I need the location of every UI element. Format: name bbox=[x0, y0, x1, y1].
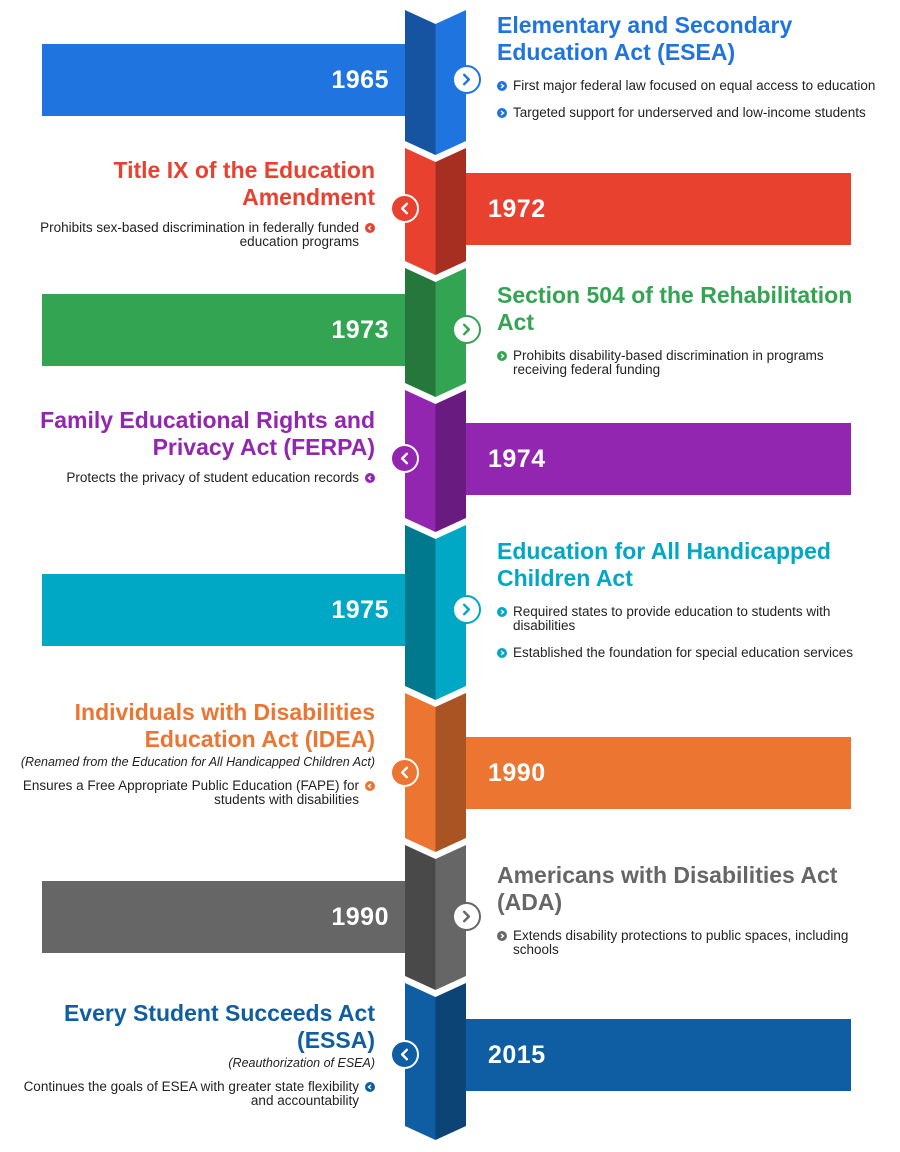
bullet-chevron-icon bbox=[365, 781, 375, 791]
bullet-text: Targeted support for underserved and low… bbox=[513, 105, 866, 120]
year-label: 1990 bbox=[488, 758, 546, 787]
bullet-text: First major federal law focused on equal… bbox=[513, 78, 876, 93]
spine-segment bbox=[405, 390, 466, 532]
year-band: 2015 bbox=[466, 1019, 851, 1091]
year-band: 1965 bbox=[42, 44, 405, 116]
bullet-item: First major federal law focused on equal… bbox=[497, 79, 877, 93]
year-band: 1974 bbox=[466, 423, 851, 495]
year-label: 1973 bbox=[331, 315, 389, 344]
bullet-item: Ensures a Free Appropriate Public Educat… bbox=[15, 779, 375, 807]
year-band: 1972 bbox=[466, 173, 851, 245]
bullet-text: Prohibits sex-based discrimination in fe… bbox=[40, 220, 359, 249]
event-description: Education for All Handicapped Children A… bbox=[497, 538, 877, 660]
event-title: Section 504 of the Rehabilitation Act bbox=[497, 282, 853, 335]
bullet-chevron-icon bbox=[497, 648, 507, 658]
event-description: Every Student Succeeds Act (ESSA) (Reauth… bbox=[15, 1000, 375, 1108]
event-title: Family Educational Rights and Privacy Ac… bbox=[40, 407, 375, 460]
spine-segment bbox=[405, 268, 466, 397]
event-title: Americans with Disabilities Act (ADA) bbox=[497, 862, 838, 915]
chevron-left-icon bbox=[390, 444, 419, 473]
bullet-item: Targeted support for underserved and low… bbox=[497, 106, 877, 120]
event-description: Section 504 of the Rehabilitation Act Pro… bbox=[497, 282, 877, 377]
chevron-left-icon bbox=[390, 194, 419, 223]
event-description: Americans with Disabilities Act (ADA) Ext… bbox=[497, 862, 877, 957]
bullet-text: Continues the goals of ESEA with greater… bbox=[23, 1079, 359, 1108]
year-label: 2015 bbox=[488, 1040, 546, 1069]
chevron-right-icon bbox=[452, 902, 481, 931]
event-title: Individuals with Disabilities Education … bbox=[74, 699, 375, 752]
year-label: 1974 bbox=[488, 444, 546, 473]
chevron-right-icon bbox=[452, 65, 481, 94]
spine-segment bbox=[405, 525, 466, 700]
bullet-chevron-icon bbox=[497, 351, 507, 361]
event-title: Title IX of the Education Amendment bbox=[113, 157, 375, 210]
year-label: 1990 bbox=[331, 902, 389, 931]
event-title: Education for All Handicapped Children A… bbox=[497, 538, 831, 591]
chevron-left-icon bbox=[390, 758, 419, 787]
event-description: Family Educational Rights and Privacy Ac… bbox=[15, 407, 375, 485]
spine-segment bbox=[405, 983, 466, 1140]
year-label: 1975 bbox=[331, 595, 389, 624]
year-label: 1972 bbox=[488, 194, 546, 223]
bullet-text: Extends disability protections to public… bbox=[513, 928, 849, 957]
bullet-item: Established the foundation for special e… bbox=[497, 646, 877, 660]
bullet-chevron-icon bbox=[497, 81, 507, 91]
bullet-item: Required states to provide education to … bbox=[497, 605, 877, 633]
event-title: Elementary and Secondary Education Act (… bbox=[497, 12, 793, 65]
bullet-chevron-icon bbox=[365, 473, 375, 483]
bullet-item: Continues the goals of ESEA with greater… bbox=[15, 1080, 375, 1108]
bullet-text: Established the foundation for special e… bbox=[513, 645, 853, 660]
bullet-item: Prohibits disability-based discriminatio… bbox=[497, 349, 877, 377]
year-band: 1975 bbox=[42, 574, 405, 646]
bullet-chevron-icon bbox=[497, 931, 507, 941]
year-band: 1973 bbox=[42, 294, 405, 366]
event-description: Individuals with Disabilities Education … bbox=[15, 699, 375, 807]
spine-segment bbox=[405, 693, 466, 852]
bullet-chevron-icon bbox=[497, 607, 507, 617]
bullet-item: Prohibits sex-based discrimination in fe… bbox=[15, 221, 375, 249]
chevron-left-icon bbox=[390, 1040, 419, 1069]
year-band: 1990 bbox=[42, 881, 405, 953]
event-description: Elementary and Secondary Education Act (… bbox=[497, 12, 877, 120]
event-subtitle: (Renamed from the Education for All Hand… bbox=[20, 755, 375, 769]
bullet-item: Extends disability protections to public… bbox=[497, 929, 877, 957]
bullet-text: Ensures a Free Appropriate Public Educat… bbox=[22, 778, 359, 807]
bullet-chevron-icon bbox=[365, 223, 375, 233]
event-subtitle: (Reauthorization of ESEA) bbox=[228, 1056, 375, 1070]
year-band: 1990 bbox=[466, 737, 851, 809]
spine-segment bbox=[405, 148, 466, 275]
chevron-right-icon bbox=[452, 595, 481, 624]
bullet-text: Protects the privacy of student educatio… bbox=[66, 470, 359, 485]
bullet-text: Required states to provide education to … bbox=[513, 604, 831, 633]
chevron-right-icon bbox=[452, 315, 481, 344]
bullet-chevron-icon bbox=[365, 1082, 375, 1092]
bullet-chevron-icon bbox=[497, 108, 507, 118]
event-description: Title IX of the Education Amendment Prohi… bbox=[15, 157, 375, 249]
spine-segment bbox=[405, 10, 466, 155]
bullet-text: Prohibits disability-based discriminatio… bbox=[513, 348, 824, 377]
year-label: 1965 bbox=[331, 65, 389, 94]
spine-segment bbox=[405, 845, 466, 990]
event-title: Every Student Succeeds Act (ESSA) bbox=[63, 1000, 375, 1053]
bullet-item: Protects the privacy of student educatio… bbox=[15, 471, 375, 485]
